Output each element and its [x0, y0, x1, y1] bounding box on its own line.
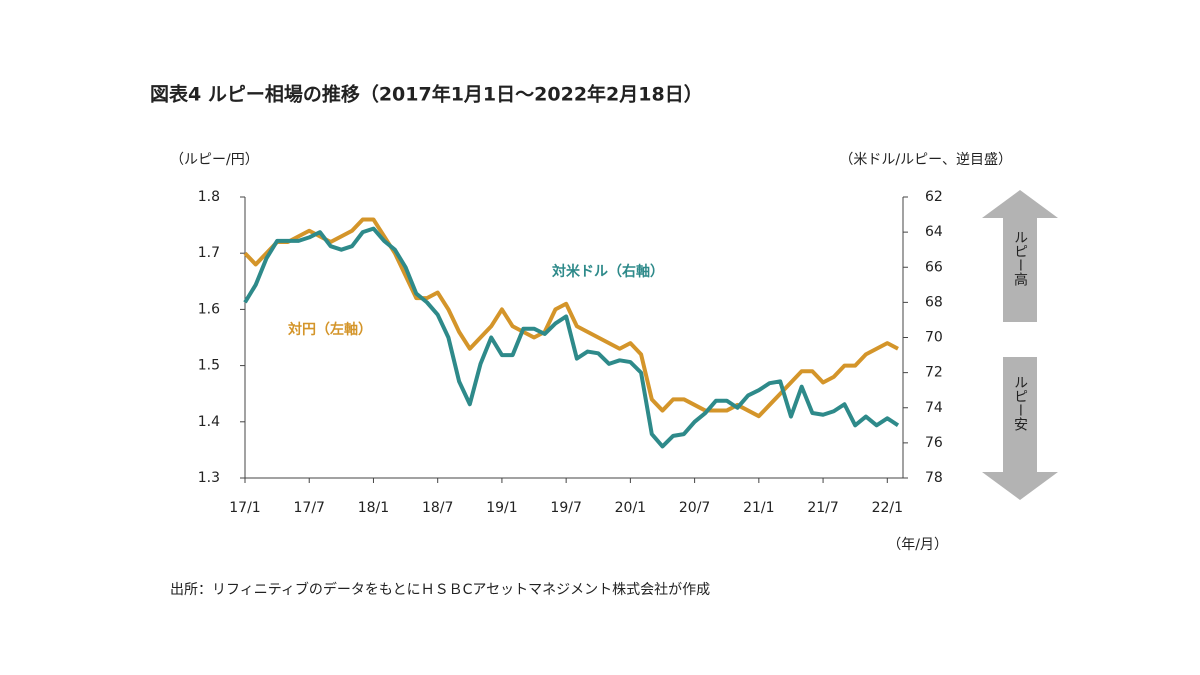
arrow-up — [982, 190, 1058, 322]
y2-tick-label: 70 — [925, 330, 943, 346]
y-tick-label: 1.7 — [198, 245, 220, 261]
x-tick-label: 18/1 — [358, 500, 389, 516]
y2-tick-label: 64 — [925, 224, 943, 240]
source-note: 出所：リフィニティブのデータをもとにＨＳＢCアセットマネジメント株式会社が作成 — [170, 581, 710, 598]
arrow-up-label: ルピー高 — [1012, 230, 1028, 286]
y2-tick-label: 62 — [925, 189, 943, 205]
y-tick-label: 1.5 — [198, 358, 220, 374]
x-tick-label: 17/7 — [294, 500, 325, 516]
x-tick-label: 22/1 — [872, 500, 903, 516]
y-axis-label: （ルピー/円） — [170, 152, 259, 168]
x-tick-label: 19/1 — [486, 500, 517, 516]
y-tick-label: 1.4 — [198, 414, 220, 430]
series-line — [243, 217, 899, 419]
x-tick-label: 19/7 — [550, 500, 581, 516]
series-line — [243, 226, 900, 449]
y2-tick-label: 74 — [925, 400, 943, 416]
x-tick-label: 20/1 — [615, 500, 646, 516]
x-tick-label: 17/1 — [229, 500, 260, 516]
x-tick-label: 20/7 — [679, 500, 710, 516]
arrow-down-label: ルピー安 — [1012, 375, 1028, 431]
y2-tick-label: 76 — [925, 435, 943, 451]
y-tick-label: 1.3 — [198, 470, 220, 486]
arrow-down — [982, 357, 1058, 500]
x-tick-label: 21/1 — [743, 500, 774, 516]
series-label: 対円（左軸） — [287, 321, 372, 338]
y2-tick-label: 72 — [925, 365, 943, 381]
x-axis-label: （年/月） — [887, 537, 948, 553]
y2-axis-label: （米ドル/ルピー、逆目盛） — [839, 152, 1012, 168]
y2-tick-label: 68 — [925, 294, 943, 310]
series-label: 対米ドル（右軸） — [551, 263, 664, 280]
y-tick-label: 1.6 — [198, 301, 220, 317]
x-tick-label: 21/7 — [807, 500, 838, 516]
y-tick-label: 1.8 — [198, 189, 220, 205]
chart-title: 図表4 ルピー相場の推移（2017年1月1日～2022年2月18日） — [150, 83, 703, 106]
y2-tick-label: 78 — [925, 470, 943, 486]
y2-tick-label: 66 — [925, 259, 943, 275]
x-tick-label: 18/7 — [422, 500, 453, 516]
